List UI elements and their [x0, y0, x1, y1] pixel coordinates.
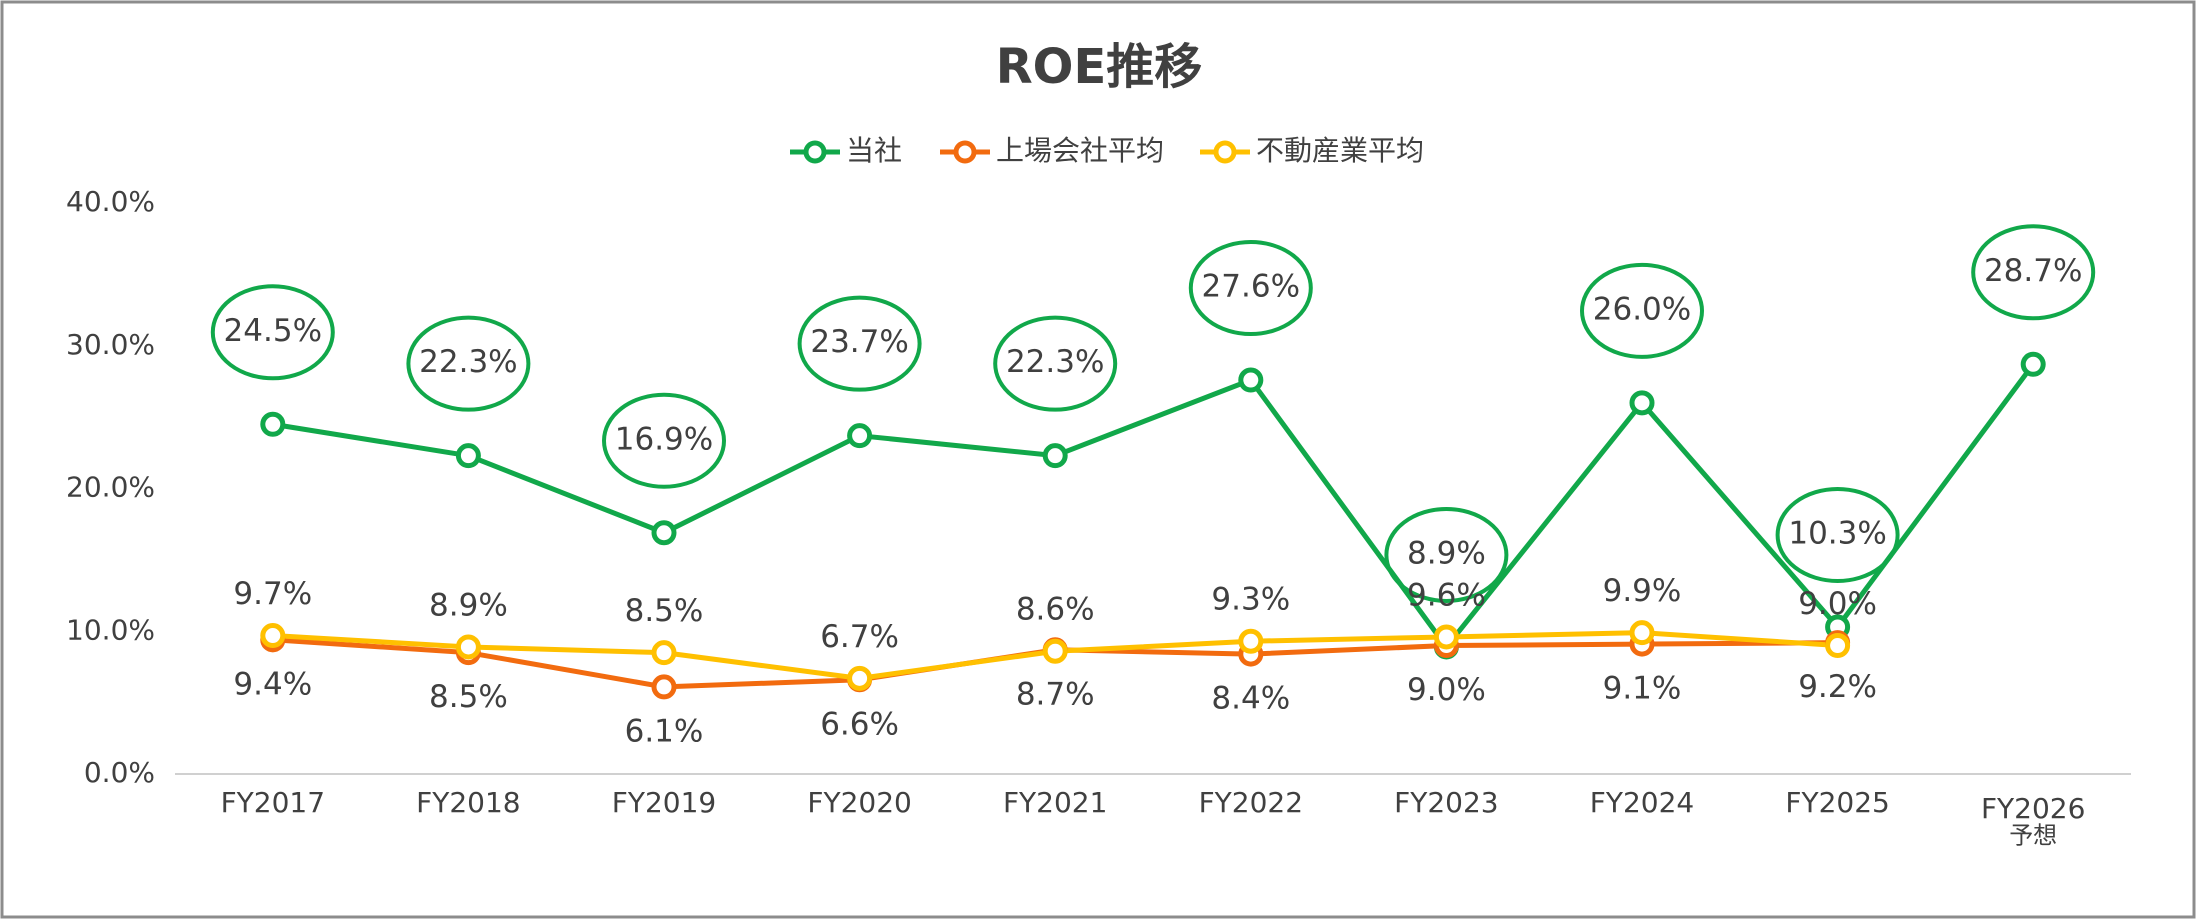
- x-tick-label: FY2019: [612, 786, 716, 819]
- data-label: 28.7%: [1984, 253, 2082, 289]
- point-marker: [455, 634, 481, 660]
- point-marker: [260, 623, 286, 649]
- label-callout: [1580, 262, 1704, 359]
- data-label: 9.1%: [1603, 671, 1682, 707]
- point-marker: [2020, 351, 2046, 377]
- data-label: 9.9%: [1603, 573, 1682, 609]
- label-callout: [210, 284, 335, 381]
- label-callout: [1775, 486, 1900, 583]
- data-label: 23.7%: [810, 324, 908, 360]
- y-tick-label: 40.0%: [66, 185, 155, 218]
- data-label: 10.3%: [1788, 515, 1886, 551]
- x-tick-label: FY2021: [1003, 786, 1107, 819]
- legend-marker: [1213, 140, 1237, 164]
- x-tick-label: FY2024: [1590, 786, 1694, 819]
- data-label: 9.0%: [1798, 586, 1877, 622]
- label-callout: [993, 315, 1118, 412]
- chart-title: ROE推移: [996, 39, 1203, 95]
- point-marker: [1042, 638, 1068, 664]
- y-tick-label: 30.0%: [66, 328, 155, 361]
- label-callout: [406, 315, 531, 412]
- label-callout: [602, 392, 726, 489]
- x-tick-label: FY2017: [221, 786, 325, 819]
- data-label: 27.6%: [1202, 269, 1300, 305]
- x-tick-label: FY2025: [1785, 786, 1889, 819]
- data-label: 8.4%: [1211, 681, 1290, 717]
- x-tick-label: FY2023: [1394, 786, 1498, 819]
- y-tick-label: 0.0%: [84, 756, 155, 789]
- data-label: 9.7%: [233, 576, 312, 612]
- data-label: 9.4%: [233, 666, 312, 702]
- point-marker: [847, 665, 873, 691]
- legend-label: 上場会社平均: [996, 134, 1164, 167]
- point-marker: [847, 423, 873, 449]
- series-line: [272, 362, 2036, 650]
- data-label: 8.6%: [1016, 592, 1095, 628]
- data-label: 16.9%: [615, 421, 713, 457]
- y-tick-label: 10.0%: [66, 613, 155, 646]
- data-label: 9.0%: [1407, 672, 1486, 708]
- data-label: 8.9%: [1407, 535, 1486, 571]
- data-label: 6.6%: [820, 706, 899, 742]
- point-marker: [1629, 620, 1655, 646]
- label-callout: [797, 295, 922, 392]
- legend-label: 不動産業平均: [1256, 134, 1424, 167]
- data-label: 9.2%: [1798, 669, 1877, 705]
- point-marker: [455, 443, 481, 469]
- data-label: 6.1%: [625, 713, 704, 749]
- data-label: 6.7%: [820, 619, 899, 655]
- legend-label: 当社: [846, 134, 902, 167]
- x-tick-label: FY2022: [1199, 786, 1303, 819]
- data-label: 8.7%: [1016, 676, 1095, 712]
- data-label: 26.0%: [1593, 291, 1691, 327]
- label-callout: [1384, 506, 1509, 603]
- data-label: 8.5%: [625, 593, 704, 629]
- point-marker: [651, 674, 677, 700]
- point-marker: [651, 640, 677, 666]
- y-tick-label: 20.0%: [66, 471, 155, 504]
- point-marker: [1629, 390, 1655, 416]
- legend-marker: [803, 140, 827, 164]
- point-marker: [1238, 367, 1264, 393]
- x-tick-label: FY2018: [416, 786, 520, 819]
- point-marker: [1238, 628, 1264, 654]
- data-label: 24.5%: [224, 313, 322, 349]
- data-label: 8.5%: [429, 679, 508, 715]
- point-marker: [260, 411, 286, 437]
- data-label: 8.9%: [429, 587, 508, 623]
- label-callout: [1971, 224, 2096, 321]
- data-label: 9.3%: [1211, 582, 1290, 618]
- data-label: 9.6%: [1407, 577, 1486, 613]
- point-marker: [1433, 624, 1459, 650]
- point-marker: [1825, 633, 1851, 659]
- data-label: 22.3%: [419, 344, 517, 380]
- data-label: 22.3%: [1006, 344, 1104, 380]
- label-callout: [1188, 240, 1313, 337]
- legend-marker: [953, 140, 977, 164]
- point-marker: [651, 520, 677, 546]
- x-tick-label: FY2026 予想: [1981, 792, 2085, 849]
- x-tick-label: FY2020: [807, 786, 911, 819]
- point-marker: [1042, 443, 1068, 469]
